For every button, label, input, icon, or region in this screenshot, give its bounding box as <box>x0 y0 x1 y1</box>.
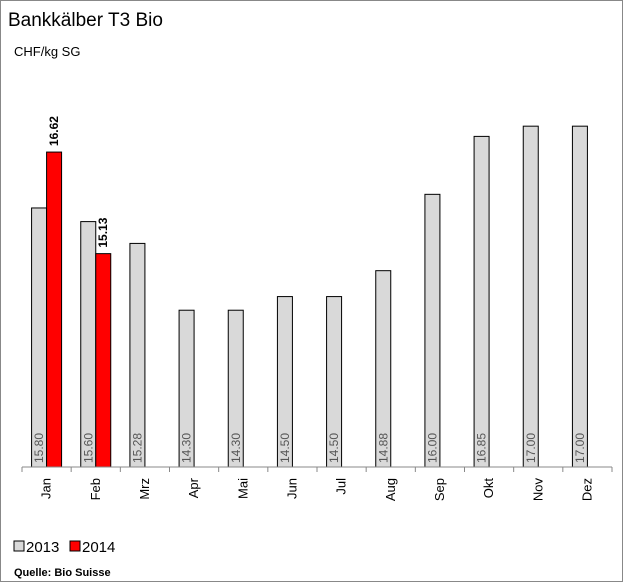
x-tick-label: Mai <box>235 478 250 499</box>
x-tick-label: Okt <box>481 478 496 499</box>
value-label: 14.30 <box>180 433 194 463</box>
chart-title: Bankkälber T3 Bio <box>8 10 163 31</box>
x-tick-label: Jan <box>39 478 54 499</box>
bar <box>571 125 588 468</box>
value-label: 16.00 <box>425 433 439 463</box>
legend-label: 2014 <box>82 539 115 556</box>
chart-subtitle: CHF/kg SG <box>14 44 80 59</box>
value-label: 17.00 <box>524 433 538 463</box>
bar <box>95 253 112 468</box>
value-label: 15.13 <box>96 217 110 247</box>
bar <box>522 125 539 468</box>
bar <box>31 207 48 468</box>
value-label: 16.85 <box>475 433 489 463</box>
x-tick-label: Dez <box>579 478 594 501</box>
x-tick-label: Mrz <box>137 478 152 500</box>
x-tick-label: Sep <box>432 478 447 501</box>
value-label: 14.88 <box>376 433 390 463</box>
x-tick-label: Apr <box>186 477 201 498</box>
bar <box>46 151 63 468</box>
legend-swatch <box>69 540 81 552</box>
bar <box>473 135 490 468</box>
source: Quelle: Bio Suisse <box>14 567 111 579</box>
x-tick-label: Jul <box>334 478 349 495</box>
value-label: 17.00 <box>573 433 587 463</box>
bar <box>424 193 441 468</box>
value-label: 14.50 <box>327 433 341 463</box>
value-label: 15.80 <box>32 433 46 463</box>
x-tick-label: Nov <box>530 478 545 502</box>
x-tick-label: Feb <box>88 478 103 500</box>
x-tick-label: Aug <box>383 478 398 501</box>
value-label: 15.28 <box>130 433 144 463</box>
value-label: 14.30 <box>229 433 243 463</box>
value-label: 16.62 <box>47 116 61 146</box>
legend-label: 2013 <box>26 539 59 556</box>
legend-swatch <box>13 540 25 552</box>
value-label: 15.60 <box>81 433 95 463</box>
bar <box>80 221 97 468</box>
value-label: 14.50 <box>278 433 292 463</box>
x-tick-label: Jun <box>284 478 299 499</box>
